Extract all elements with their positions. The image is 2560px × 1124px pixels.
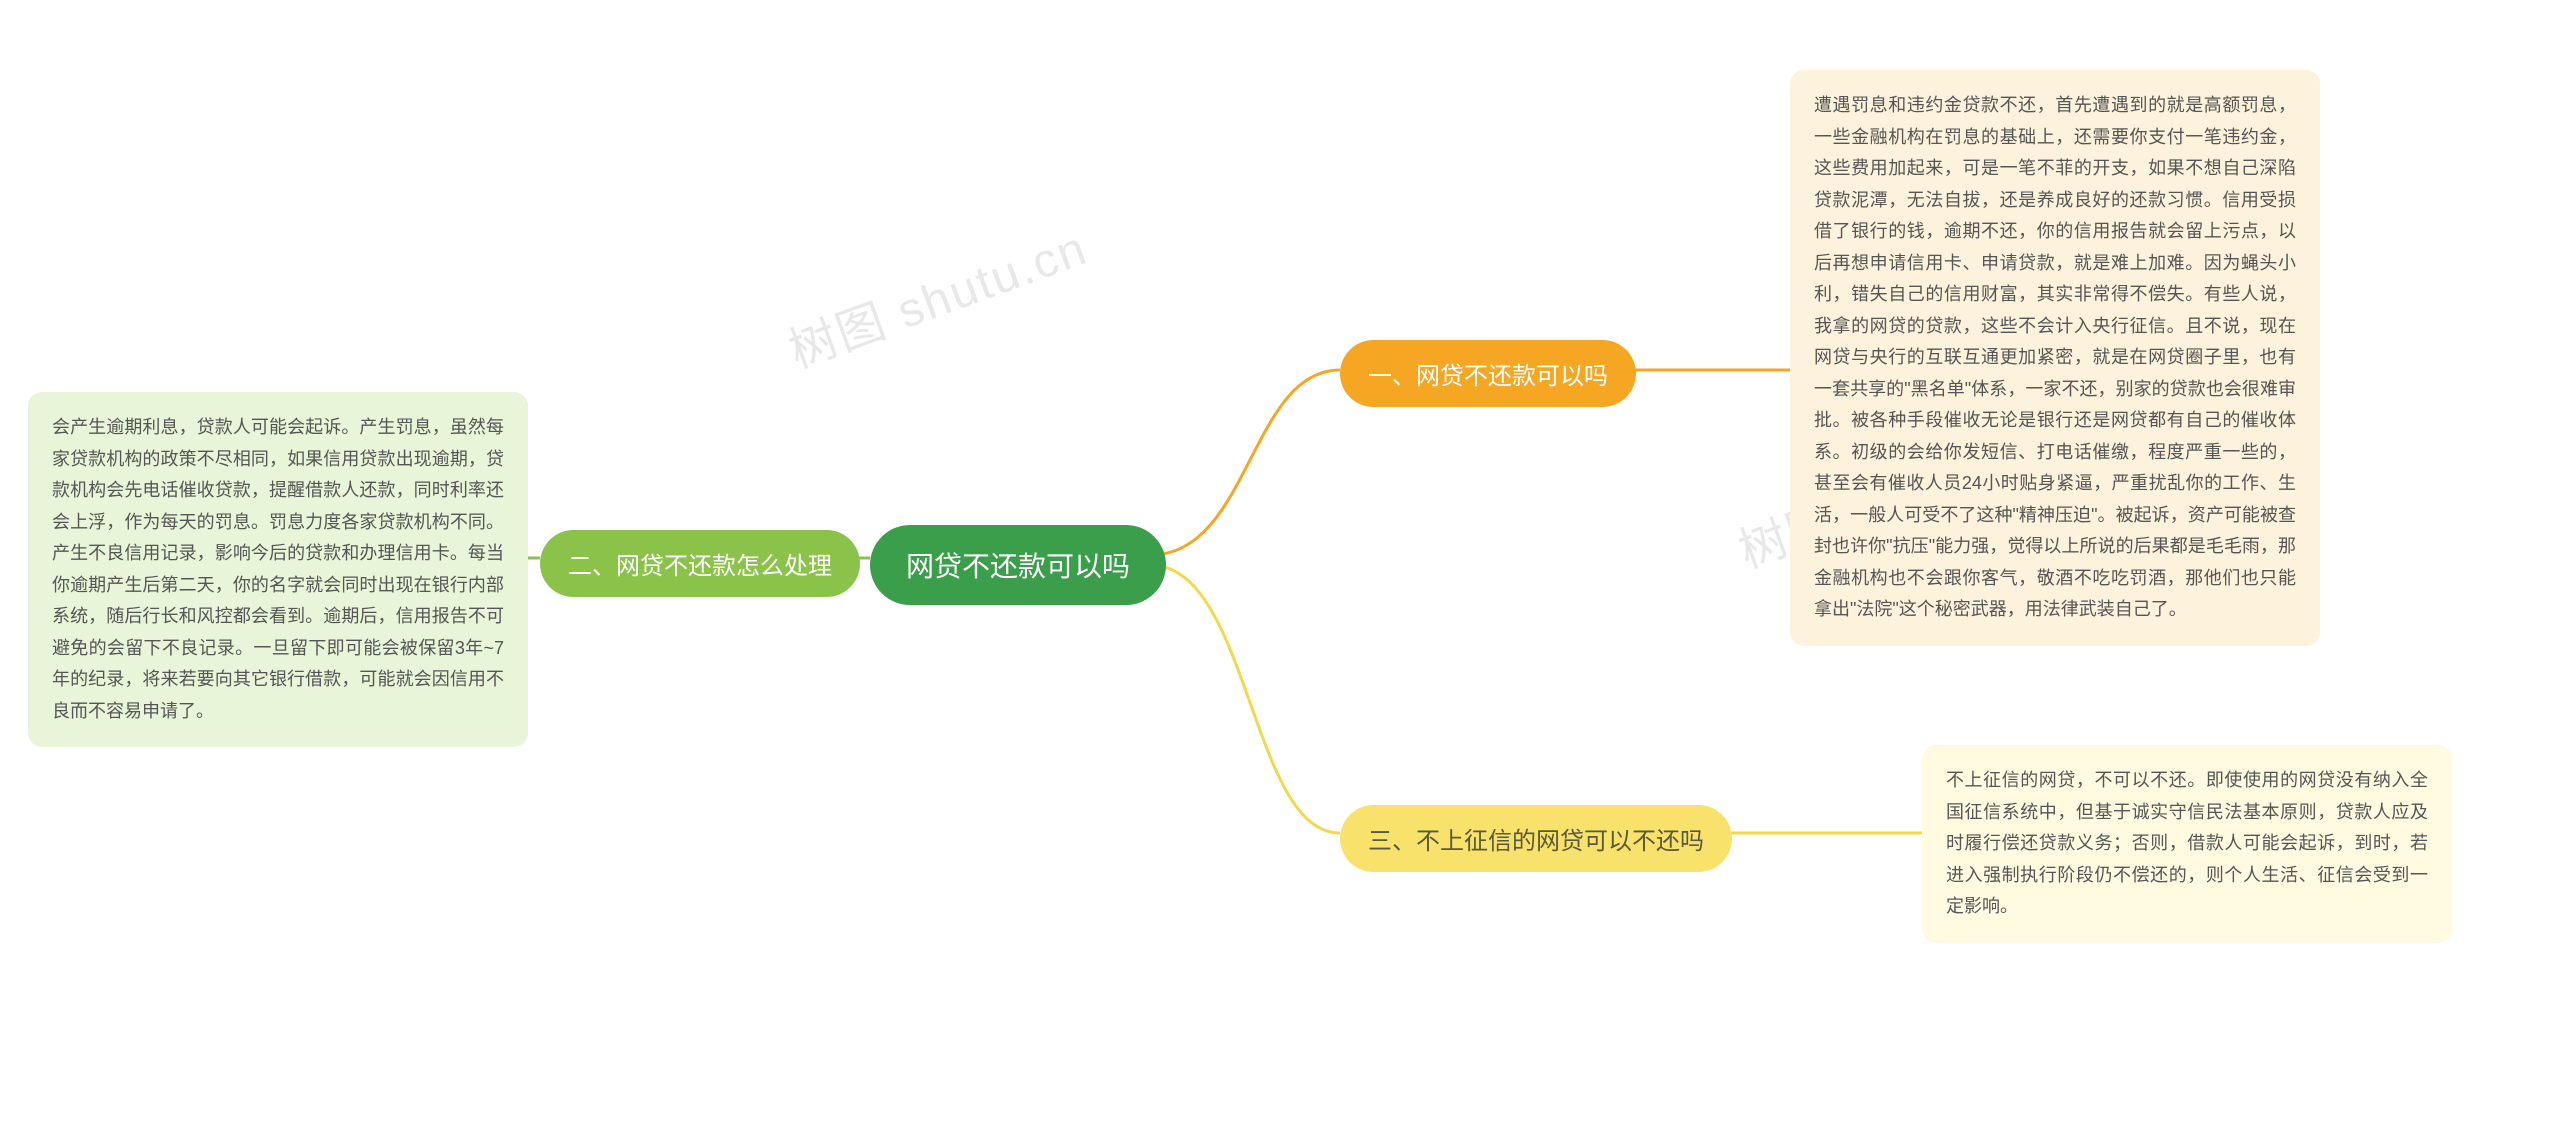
content-3-text: 不上征信的网贷，不可以不还。即使使用的网贷没有纳入全国征信系统中，但基于诚实守信… — [1946, 770, 2428, 916]
content-box-3: 不上征信的网贷，不可以不还。即使使用的网贷没有纳入全国征信系统中，但基于诚实守信… — [1922, 745, 2452, 943]
branch-node-3[interactable]: 三、不上征信的网贷可以不还吗 — [1340, 805, 1732, 872]
branch-node-1[interactable]: 一、网贷不还款可以吗 — [1340, 340, 1636, 407]
branch-2-label: 二、网贷不还款怎么处理 — [568, 546, 832, 581]
content-2-text: 会产生逾期利息，贷款人可能会起诉。产生罚息，虽然每家贷款机构的政策不尽相同，如果… — [52, 417, 504, 721]
watermark-text: 树图 shutu.cn — [777, 209, 1095, 382]
branch-3-label: 三、不上征信的网贷可以不还吗 — [1368, 821, 1704, 856]
branch-node-2[interactable]: 二、网贷不还款怎么处理 — [540, 530, 860, 597]
content-1-text: 遭遇罚息和违约金贷款不还，首先遭遇到的就是高额罚息，一些金融机构在罚息的基础上，… — [1814, 95, 2296, 619]
branch-1-label: 一、网贷不还款可以吗 — [1368, 356, 1608, 391]
root-node[interactable]: 网贷不还款可以吗 — [870, 525, 1166, 605]
content-box-1: 遭遇罚息和违约金贷款不还，首先遭遇到的就是高额罚息，一些金融机构在罚息的基础上，… — [1790, 70, 2320, 646]
root-label: 网贷不还款可以吗 — [906, 545, 1130, 585]
content-box-2: 会产生逾期利息，贷款人可能会起诉。产生罚息，虽然每家贷款机构的政策不尽相同，如果… — [28, 392, 528, 747]
